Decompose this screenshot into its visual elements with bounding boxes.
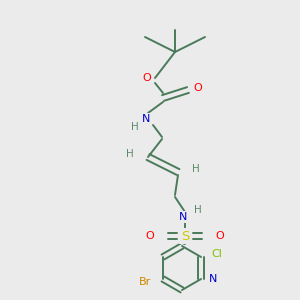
Text: O: O bbox=[142, 73, 152, 83]
Text: H: H bbox=[194, 205, 202, 215]
Text: S: S bbox=[181, 230, 189, 242]
Text: O: O bbox=[216, 231, 224, 241]
Text: H: H bbox=[131, 122, 139, 132]
Text: N: N bbox=[179, 212, 187, 222]
Text: Br: Br bbox=[139, 277, 151, 287]
Text: H: H bbox=[126, 149, 134, 159]
Text: Cl: Cl bbox=[212, 249, 223, 259]
Text: H: H bbox=[192, 164, 200, 174]
Text: O: O bbox=[146, 231, 154, 241]
Text: N: N bbox=[209, 274, 217, 284]
Text: N: N bbox=[142, 114, 150, 124]
Text: O: O bbox=[194, 83, 202, 93]
